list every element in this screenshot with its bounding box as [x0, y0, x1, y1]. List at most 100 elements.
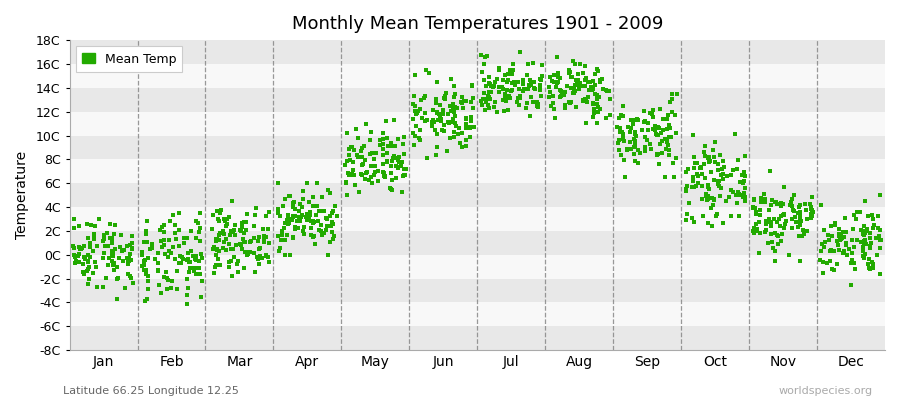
- Point: [183, 259, 197, 266]
- Point: [208, 264, 222, 270]
- Point: [651, 124, 665, 130]
- Point: [567, 86, 581, 92]
- Point: [797, 200, 812, 207]
- Point: [451, 130, 465, 137]
- Point: [863, 230, 878, 237]
- Point: [793, 222, 807, 228]
- Point: [319, 227, 333, 233]
- Point: [526, 98, 540, 105]
- Point: [736, 190, 751, 196]
- Point: [728, 192, 742, 198]
- Point: [586, 86, 600, 92]
- Point: [637, 148, 652, 154]
- Point: [184, 265, 198, 271]
- Point: [713, 152, 727, 158]
- Point: [571, 77, 585, 83]
- Point: [626, 150, 641, 157]
- Point: [219, 222, 233, 229]
- Point: [271, 180, 285, 186]
- Point: [81, 252, 95, 258]
- Point: [248, 235, 262, 241]
- Point: [508, 82, 522, 88]
- Point: [660, 137, 674, 144]
- Point: [496, 96, 510, 103]
- Point: [105, 250, 120, 256]
- Point: [339, 178, 354, 185]
- Point: [864, 212, 878, 218]
- Point: [768, 258, 782, 264]
- Point: [690, 180, 705, 186]
- Point: [194, 238, 208, 244]
- Point: [238, 264, 252, 271]
- Point: [169, 268, 184, 274]
- Point: [293, 213, 308, 220]
- Point: [854, 239, 868, 245]
- Point: [767, 216, 781, 223]
- Point: [497, 108, 511, 114]
- Point: [551, 78, 565, 85]
- Point: [167, 230, 182, 236]
- Point: [842, 246, 856, 252]
- Point: [192, 271, 206, 277]
- Point: [81, 281, 95, 287]
- Point: [367, 172, 382, 178]
- Point: [419, 154, 434, 161]
- Point: [558, 105, 572, 111]
- Point: [234, 242, 248, 248]
- Point: [590, 101, 605, 108]
- Point: [831, 242, 845, 248]
- Point: [193, 210, 207, 216]
- Point: [189, 253, 203, 260]
- Point: [686, 174, 700, 180]
- Point: [824, 248, 838, 254]
- Point: [520, 72, 535, 78]
- Point: [86, 231, 101, 237]
- Point: [687, 165, 701, 171]
- Point: [753, 194, 768, 201]
- Point: [513, 49, 527, 55]
- Point: [792, 201, 806, 208]
- Point: [758, 229, 772, 236]
- Point: [255, 255, 269, 261]
- Point: [482, 74, 496, 80]
- Point: [754, 199, 769, 206]
- Point: [844, 257, 859, 263]
- Point: [737, 173, 751, 180]
- Point: [278, 196, 293, 202]
- Point: [623, 139, 637, 145]
- Point: [256, 226, 270, 232]
- Point: [714, 185, 728, 191]
- Point: [627, 140, 642, 146]
- Point: [76, 253, 91, 260]
- Point: [487, 104, 501, 111]
- Point: [441, 119, 455, 126]
- Point: [88, 223, 103, 229]
- Point: [505, 80, 519, 86]
- Point: [88, 264, 103, 270]
- Point: [339, 192, 354, 198]
- Point: [355, 144, 369, 151]
- Point: [467, 124, 482, 130]
- Point: [341, 152, 356, 158]
- Point: [218, 218, 232, 224]
- Point: [454, 99, 468, 105]
- Point: [516, 77, 530, 83]
- Point: [408, 133, 422, 139]
- Point: [745, 228, 760, 234]
- Point: [590, 120, 604, 126]
- Point: [778, 220, 792, 227]
- Point: [560, 83, 574, 90]
- Point: [105, 249, 120, 256]
- Point: [216, 228, 230, 235]
- Point: [193, 271, 207, 277]
- Point: [270, 233, 284, 239]
- Point: [799, 206, 814, 213]
- Point: [553, 75, 567, 82]
- Point: [873, 237, 887, 244]
- Point: [485, 84, 500, 90]
- Point: [413, 106, 428, 112]
- Point: [787, 192, 801, 198]
- Point: [698, 142, 713, 149]
- Point: [183, 265, 197, 271]
- Point: [238, 239, 253, 245]
